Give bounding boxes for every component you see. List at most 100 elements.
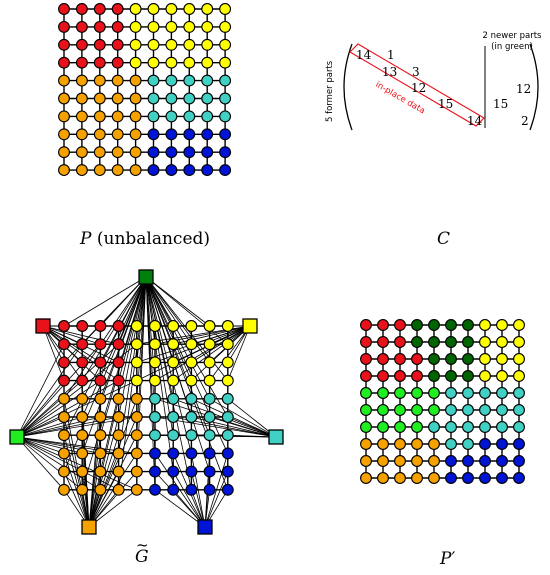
vertex (479, 438, 491, 450)
vertex (462, 472, 474, 484)
vertex (201, 92, 214, 105)
matrix-entry: 12 (516, 82, 531, 96)
vertex (93, 146, 106, 159)
part-edge (16, 436, 65, 491)
part-edge (209, 325, 251, 381)
vertex (221, 411, 234, 423)
part-edge (88, 489, 138, 528)
vertex (58, 74, 70, 87)
vertex (112, 429, 125, 442)
vertex (183, 146, 196, 159)
vertex (411, 353, 423, 365)
matrix-c: 5 former parts 2 newer parts (in green) … (325, 31, 542, 131)
vertex (167, 338, 180, 351)
part-edge (145, 276, 174, 472)
vertex (183, 164, 196, 177)
vertex (462, 438, 474, 450)
vertex (94, 320, 107, 332)
part-edge (42, 325, 119, 345)
vertex (129, 38, 142, 51)
vertex (185, 483, 198, 496)
vertex (147, 3, 160, 15)
vertex (167, 392, 180, 405)
caption-c-symbol: C (437, 229, 451, 249)
vertex (377, 472, 389, 484)
vertex (94, 338, 107, 351)
part-edge (227, 434, 277, 438)
vertex (201, 20, 214, 33)
vertex (75, 74, 88, 87)
vertex (111, 110, 124, 123)
vertex (130, 374, 143, 387)
vertex (411, 370, 423, 382)
vertex (411, 387, 423, 399)
vertex (75, 92, 88, 105)
vertex (149, 392, 161, 405)
vertex (130, 447, 143, 460)
vertex (201, 56, 214, 69)
vertex (58, 374, 70, 387)
vertex (203, 338, 216, 351)
part-node-red (35, 318, 51, 334)
vertex (111, 146, 124, 159)
vertex (112, 320, 125, 332)
vertex (201, 110, 214, 123)
part-edge (16, 436, 65, 454)
vertex (201, 38, 214, 51)
vertex (496, 455, 508, 467)
vertex (479, 404, 491, 416)
former-parts-label: 5 former parts (325, 60, 335, 122)
vertex (130, 338, 143, 351)
part-edge (154, 325, 251, 381)
vertex (221, 429, 234, 442)
vertex (411, 404, 423, 416)
vertex (149, 465, 161, 478)
vertex (360, 438, 372, 450)
part-edge (16, 416, 83, 438)
vertex (201, 128, 214, 141)
vertex (479, 421, 491, 433)
vertex (167, 447, 180, 460)
vertex (462, 370, 474, 382)
vertex (94, 374, 107, 387)
vertex (219, 38, 232, 51)
vertex (360, 421, 372, 433)
vertex (219, 56, 232, 69)
vertex (377, 421, 389, 433)
vertex (76, 392, 89, 405)
vertex (58, 465, 70, 478)
caption-pp-symbol: P (440, 549, 455, 569)
part-edge (145, 276, 210, 472)
vertex (58, 411, 70, 423)
vertex (513, 387, 525, 399)
vertex (185, 338, 198, 351)
part-edge (42, 325, 101, 345)
vertex (112, 465, 125, 478)
vertex (221, 392, 234, 405)
vertex (513, 319, 525, 331)
vertex (111, 92, 124, 105)
part-edge (227, 325, 251, 381)
vertex (167, 465, 180, 478)
vertex (479, 319, 491, 331)
part-edge (63, 276, 147, 327)
part-edge (227, 398, 277, 438)
part-edge (63, 471, 90, 528)
vertex (203, 447, 216, 460)
vertex (149, 429, 161, 442)
vertex (360, 387, 372, 399)
vertex (147, 146, 160, 159)
vertex (185, 411, 198, 423)
vertex (149, 320, 161, 332)
vertex (203, 483, 216, 496)
graph-p-unbalanced (58, 3, 232, 177)
part-edge (172, 325, 251, 381)
caption-g-symbol: G (135, 536, 149, 567)
vertex (496, 370, 508, 382)
vertex (513, 455, 525, 467)
vertex (203, 320, 216, 332)
part-edge (81, 471, 90, 528)
vertex (183, 56, 196, 69)
vertex (203, 411, 216, 423)
part-edge (88, 471, 138, 528)
